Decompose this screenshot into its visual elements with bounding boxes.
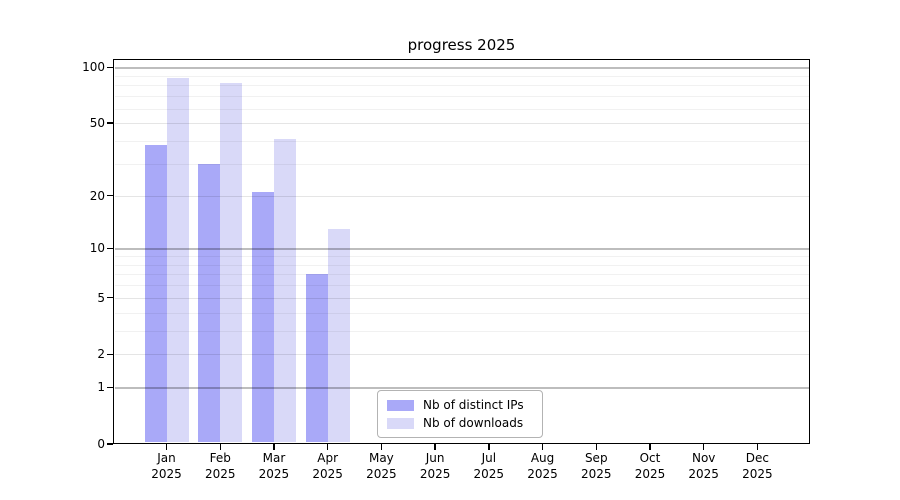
major-gridline	[114, 123, 809, 125]
y-tick-mark	[107, 194, 113, 197]
minor-gridline	[114, 140, 809, 142]
y-tick-label: 100	[82, 60, 105, 75]
x-tick-mark	[488, 444, 490, 450]
chart-title: progress 2025	[407, 36, 516, 54]
bar-downloads	[273, 139, 296, 443]
x-tick-mark	[165, 444, 168, 450]
x-tick-mark	[380, 444, 383, 450]
x-tick-label: Mar 2025	[258, 451, 290, 481]
bar-distinct-ips	[251, 191, 274, 443]
x-tick-mark	[273, 444, 275, 450]
x-tick-label: Sep 2025	[580, 451, 612, 481]
minor-gridline	[114, 75, 809, 77]
legend-swatch-downloads	[387, 417, 414, 429]
y-tick-label: 2	[97, 347, 105, 362]
x-tick-label: Aug 2025	[527, 451, 558, 481]
legend-label-downloads: Nb of downloads	[423, 416, 524, 430]
bar-distinct-ips	[305, 274, 328, 443]
x-tick-mark	[649, 444, 651, 450]
minor-gridline	[114, 256, 809, 258]
major-gridline	[114, 297, 809, 299]
x-tick-label: Apr 2025	[312, 451, 343, 481]
x-tick-mark	[756, 444, 759, 450]
y-tick-label: 1	[97, 380, 105, 395]
plot-frame	[113, 59, 810, 444]
legend-item-distinct-ips: Nb of distinct IPs	[387, 398, 533, 413]
y-tick-mark	[107, 443, 113, 445]
decade-gridline	[114, 67, 809, 69]
minor-gridline	[114, 285, 809, 287]
x-tick-mark	[326, 444, 329, 450]
y-tick-mark	[107, 297, 113, 299]
bar-downloads	[220, 83, 243, 443]
x-tick-mark	[219, 444, 221, 450]
x-tick-mark	[595, 444, 597, 450]
decade-gridline	[114, 387, 809, 389]
minor-gridline	[114, 163, 809, 165]
minor-gridline	[114, 274, 809, 276]
bar-downloads	[166, 77, 189, 443]
minor-gridline	[114, 85, 809, 87]
y-tick-label: 0	[97, 437, 105, 451]
legend-label-distinct-ips: Nb of distinct IPs	[423, 398, 524, 412]
bar-distinct-ips	[144, 145, 167, 443]
legend-item-downloads: Nb of downloads	[387, 416, 533, 431]
x-tick-label: Feb 2025	[204, 451, 236, 481]
x-tick-label: Jan 2025	[151, 451, 182, 481]
minor-gridline	[114, 108, 809, 110]
minor-gridline	[114, 264, 809, 266]
y-tick-mark	[107, 353, 113, 356]
major-gridline	[114, 195, 809, 197]
minor-gridline	[114, 312, 809, 314]
x-tick-mark	[703, 444, 705, 450]
bar-distinct-ips	[198, 163, 221, 443]
x-tick-label: Jul 2025	[473, 451, 505, 481]
y-tick-mark	[107, 386, 113, 389]
x-tick-label: Jun 2025	[419, 451, 451, 481]
y-tick-label: 5	[97, 290, 105, 305]
y-tick-label: 50	[89, 116, 105, 131]
y-tick-label: 20	[89, 188, 105, 203]
legend-swatch-distinct-ips	[387, 399, 414, 411]
decade-gridline	[114, 248, 809, 250]
x-tick-label: Nov 2025	[688, 451, 719, 481]
minor-gridline	[114, 330, 809, 332]
x-tick-mark	[434, 444, 436, 450]
legend: Nb of distinct IPs Nb of downloads	[377, 390, 543, 438]
x-tick-label: Oct 2025	[634, 451, 666, 481]
x-tick-mark	[541, 444, 544, 450]
x-tick-label: May 2025	[366, 451, 397, 481]
minor-gridline	[114, 96, 809, 98]
x-tick-label: Dec 2025	[742, 451, 773, 481]
y-tick-mark	[107, 66, 113, 69]
major-gridline	[114, 354, 809, 356]
y-tick-mark	[107, 247, 113, 250]
y-tick-mark	[107, 122, 113, 124]
y-tick-label: 10	[89, 241, 105, 256]
bar-downloads	[327, 228, 350, 443]
